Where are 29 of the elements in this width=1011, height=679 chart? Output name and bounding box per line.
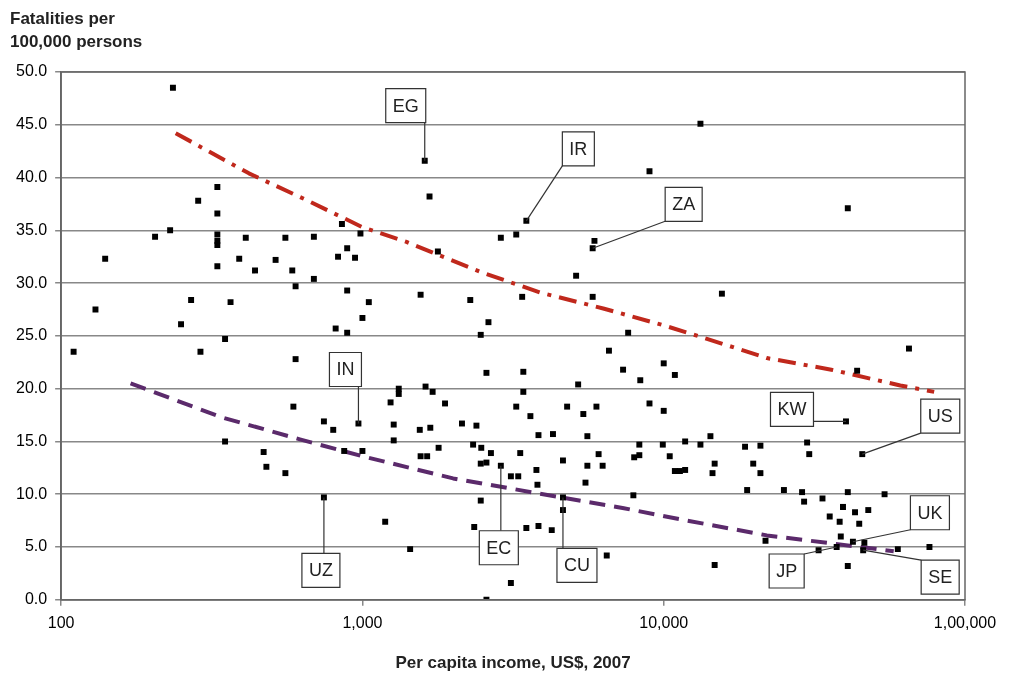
annotation: UZ <box>308 560 333 581</box>
y-tick-label: 50.0 <box>16 62 48 80</box>
annotation: JP <box>776 560 798 581</box>
y-tick-label: 30.0 <box>16 273 48 291</box>
y-tick-label: 0.0 <box>24 590 48 608</box>
x-tick-label: 1,000 <box>342 613 383 631</box>
annotation: UK <box>917 502 943 523</box>
y-tick-label: 15.0 <box>16 431 48 449</box>
y-tick-label: 10.0 <box>16 484 48 502</box>
y-tick-label: 35.0 <box>16 220 48 238</box>
x-tick-label: 1,00,000 <box>933 613 997 631</box>
annotation: US <box>927 406 953 427</box>
y-tick-label: 40.0 <box>16 167 48 185</box>
x-tick-label: 10,000 <box>639 613 689 631</box>
annotation: ZA <box>672 194 696 215</box>
y-tick-label: 25.0 <box>16 326 48 344</box>
annotation: EG <box>392 95 419 116</box>
y-tick-label: 5.0 <box>24 537 48 555</box>
y-tick-label: 45.0 <box>16 115 48 133</box>
y-tick-label: 20.0 <box>16 379 48 397</box>
annotation: KW <box>777 399 807 420</box>
y-axis-title: Fatalities per 100,000 persons <box>10 9 143 51</box>
annotation: IR <box>569 138 588 159</box>
annotation: SE <box>928 567 953 588</box>
x-tick-label: 100 <box>47 613 75 631</box>
x-axis-title: Per capita income, US$, 2007 <box>395 653 631 672</box>
annotation: CU <box>563 555 590 576</box>
annotation: IN <box>336 359 355 380</box>
annotation: EC <box>486 537 512 558</box>
